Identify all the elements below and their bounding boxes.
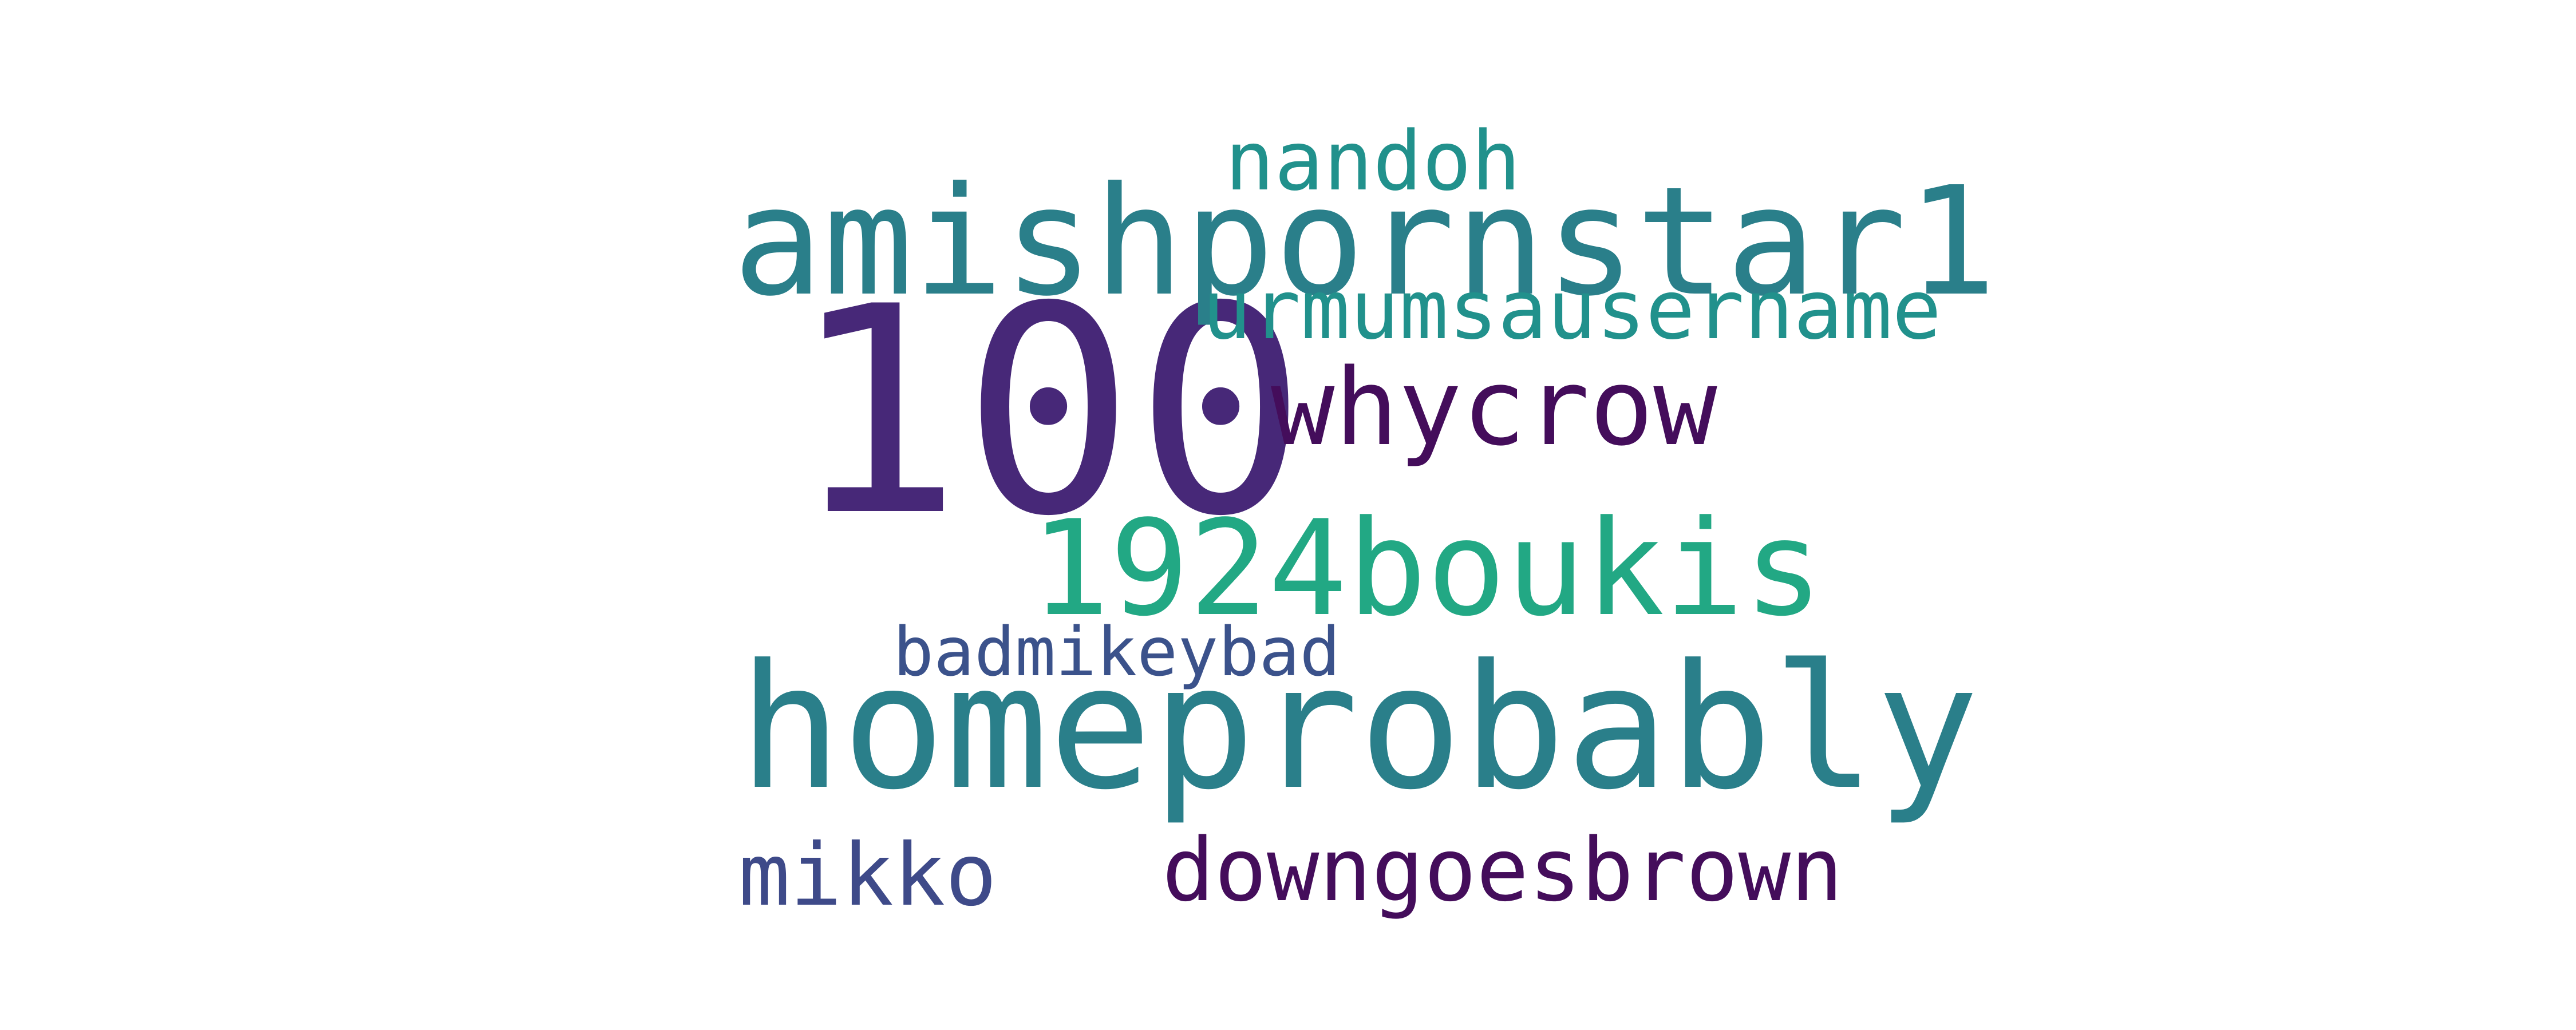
- word-downgoesbrown: downgoesbrown: [1162, 819, 1843, 921]
- word-1924boukis: 1924boukis: [1030, 493, 1823, 645]
- word-mikko: mikko: [738, 826, 997, 925]
- word-whycrow: whycrow: [1271, 346, 1717, 469]
- word-amishpornstar1: amishpornstar1: [733, 154, 1997, 329]
- word-nandoh: nandoh: [1225, 113, 1521, 209]
- word-100: 100: [790, 245, 1307, 579]
- word-badmikeybad: badmikeybad: [893, 612, 1341, 691]
- word-homeprobably: homeprobably: [738, 628, 1980, 827]
- word-urmumsausername: urmumsausername: [1202, 262, 1942, 358]
